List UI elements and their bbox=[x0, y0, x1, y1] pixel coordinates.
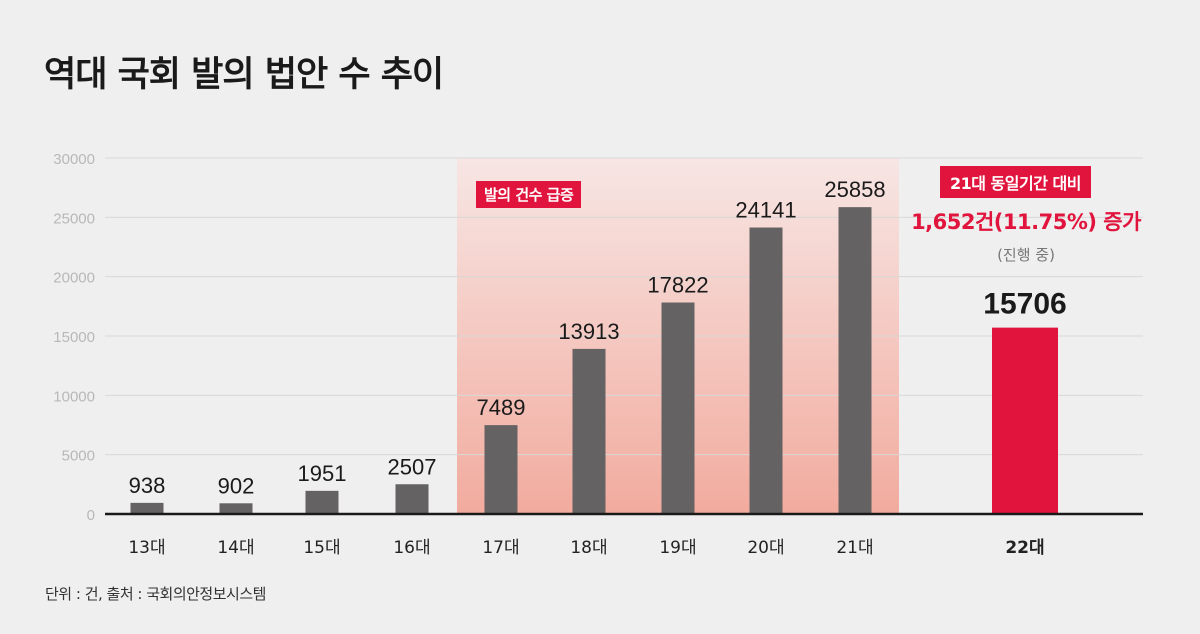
y-tick-label: 0 bbox=[87, 507, 95, 524]
bar-15대 bbox=[305, 490, 339, 514]
surge-badge: 발의 건수 급증 bbox=[476, 181, 582, 208]
in-progress-text: (진행 중) bbox=[997, 246, 1055, 264]
x-tick-label: 17대 bbox=[482, 538, 519, 558]
data-label: 17822 bbox=[647, 273, 708, 298]
compare-badge: 21대 동일기간 대비 bbox=[940, 166, 1091, 198]
bar-19대 bbox=[661, 302, 695, 514]
x-tick-label: 15대 bbox=[303, 538, 340, 558]
data-label: 1951 bbox=[298, 461, 347, 486]
increase-text: 1,652건(11.75%) 증가 bbox=[911, 210, 1141, 234]
x-tick-label: 18대 bbox=[570, 538, 607, 558]
x-tick-label: 19대 bbox=[659, 538, 696, 558]
bar-21대 bbox=[838, 207, 872, 514]
bar-22대 bbox=[992, 327, 1058, 514]
data-label: 7489 bbox=[477, 395, 526, 420]
y-tick-label: 15000 bbox=[53, 329, 95, 346]
x-tick-label: 13대 bbox=[128, 538, 165, 558]
y-tick-label: 5000 bbox=[62, 448, 95, 465]
bar-17대 bbox=[484, 425, 518, 514]
y-tick-label: 30000 bbox=[53, 151, 95, 168]
data-label: 13913 bbox=[558, 319, 619, 344]
y-tick-label: 25000 bbox=[53, 210, 95, 227]
bar-16대 bbox=[395, 484, 429, 514]
data-label: 938 bbox=[129, 473, 166, 498]
x-tick-label: 21대 bbox=[836, 538, 873, 558]
data-label: 24141 bbox=[735, 198, 796, 223]
x-tick-label: 14대 bbox=[217, 538, 254, 558]
footnote: 단위 : 건, 출처 : 국회의안정보시스템 bbox=[45, 585, 266, 603]
y-tick-label: 10000 bbox=[53, 388, 95, 405]
data-label: 25858 bbox=[824, 177, 885, 202]
bar-18대 bbox=[572, 348, 606, 514]
bar-13대 bbox=[130, 502, 164, 514]
x-tick-label: 20대 bbox=[747, 538, 784, 558]
data-label: 15706 bbox=[983, 288, 1066, 321]
x-tick-label: 22대 bbox=[1005, 538, 1044, 558]
chart-title: 역대 국회 발의 법안 수 추이 bbox=[44, 55, 444, 95]
y-tick-label: 20000 bbox=[53, 270, 95, 287]
x-tick-label: 16대 bbox=[393, 538, 430, 558]
bar-14대 bbox=[219, 503, 253, 514]
bar-20대 bbox=[749, 227, 783, 514]
data-label: 902 bbox=[218, 473, 255, 498]
data-label: 2507 bbox=[388, 454, 437, 479]
